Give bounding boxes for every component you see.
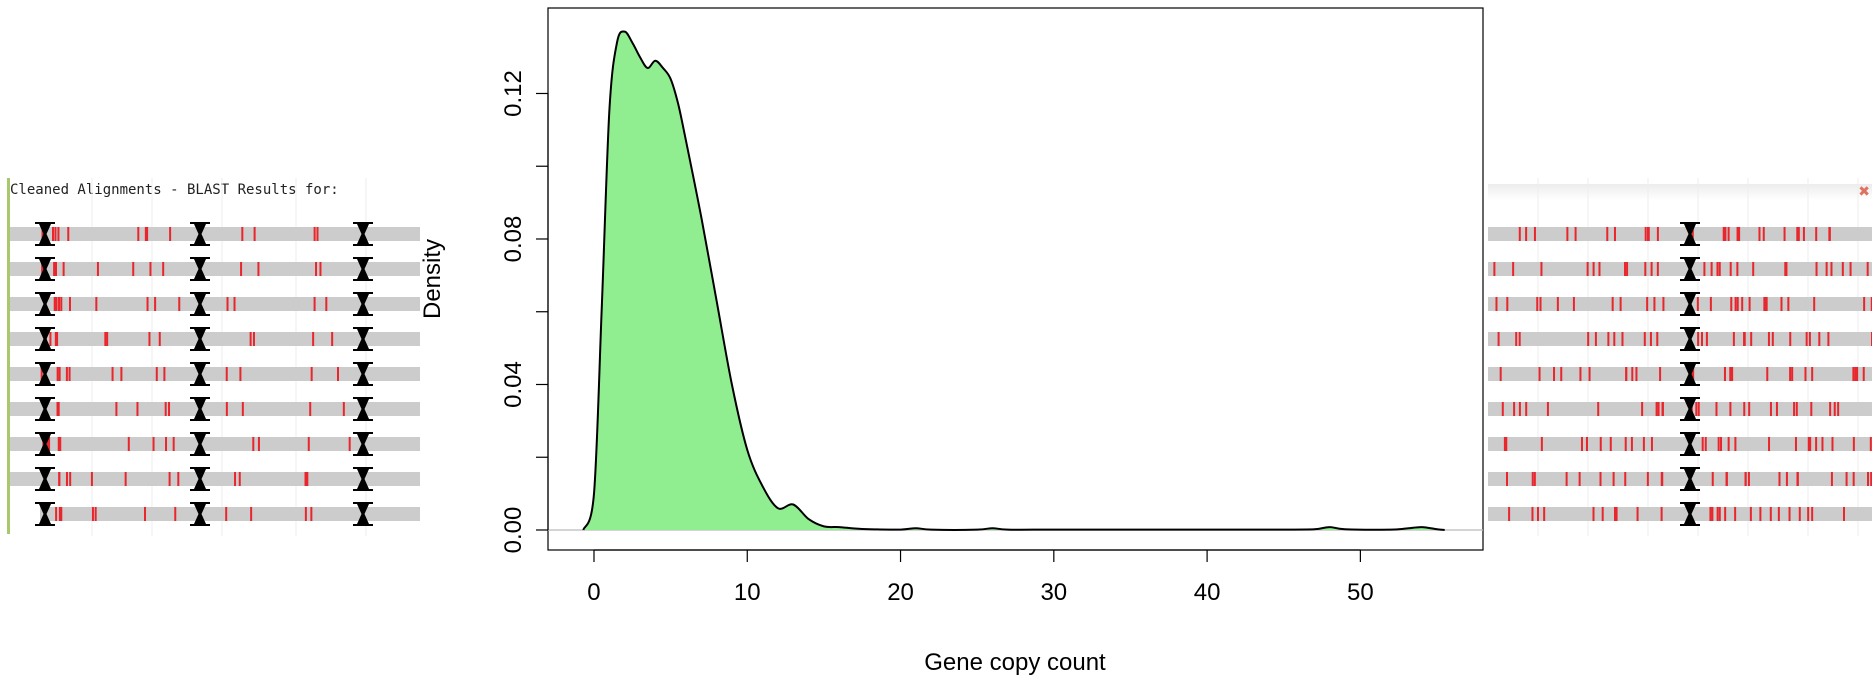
alignment-row: [10, 467, 420, 491]
alignment-row: [1488, 432, 1872, 456]
left-alignment-panel: Cleaned Alignments - BLAST Results for:: [0, 178, 420, 536]
alignment-row: [1488, 292, 1872, 316]
x-axis: 0 10 20 30 40 50: [587, 549, 1374, 606]
close-icon[interactable]: ✖: [1858, 183, 1870, 199]
x-tick-label: 40: [1194, 579, 1221, 606]
alignment-row: [10, 292, 420, 316]
y-axis-label: Density: [420, 239, 446, 319]
x-tick-label: 50: [1347, 579, 1374, 606]
alignment-row: [35, 502, 420, 526]
alignment-row: [1488, 222, 1872, 246]
x-tick-label: 10: [734, 579, 761, 606]
panel-accent-bar: [7, 178, 10, 534]
alignment-row: [1488, 327, 1872, 351]
x-tick-label: 30: [1040, 579, 1067, 606]
density-plot: 0 10 20 30 40 50 0.00 0.04 0.08 0.12 Gene copy c…: [420, 0, 1488, 678]
alignment-row: [1488, 257, 1872, 281]
density-curve: [582, 30, 1445, 531]
alignment-row: [1488, 467, 1872, 491]
alignment-row: [1488, 397, 1872, 421]
alignment-row: [1488, 362, 1872, 386]
right-alignment-panel: ✖: [1488, 178, 1872, 536]
alignment-row: [10, 362, 420, 386]
alignment-row: [10, 222, 420, 246]
alignment-row: [10, 397, 420, 421]
alignment-row: [10, 327, 420, 351]
panel-header-bar: [1488, 184, 1872, 200]
alignment-row: [1488, 502, 1872, 526]
density-plot-svg: 0 10 20 30 40 50 0.00 0.04 0.08 0.12 Gene copy c…: [420, 7, 1484, 676]
y-tick-label: 0.12: [500, 70, 527, 117]
y-tick-label: 0.00: [500, 507, 527, 554]
x-axis-label: Gene copy count: [924, 649, 1106, 676]
density-area-fill: [583, 31, 1445, 530]
x-tick-label: 0: [587, 579, 600, 606]
y-tick-label: 0.04: [500, 361, 527, 408]
alignment-row: [10, 432, 420, 456]
alignment-tracks-left: [10, 178, 420, 536]
alignment-tracks-right: [1488, 178, 1872, 536]
alignment-row: [10, 257, 420, 281]
y-tick-label: 0.08: [500, 216, 527, 263]
x-tick-label: 20: [887, 579, 914, 606]
y-axis: 0.00 0.04 0.08 0.12: [500, 70, 549, 554]
